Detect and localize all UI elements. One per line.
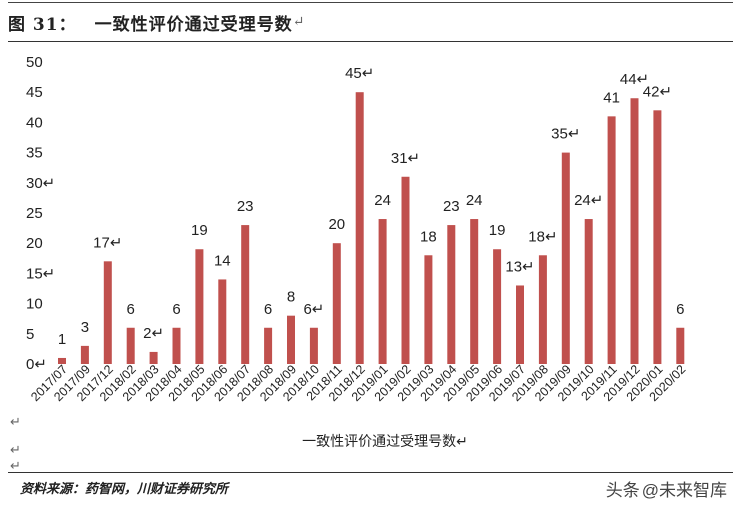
- stray-return-mark-3: ↵: [10, 458, 21, 473]
- title-divider: [8, 41, 733, 42]
- figure-label: 图 31：: [8, 14, 77, 35]
- data-label-201810: 31↵: [391, 150, 420, 167]
- bar-201708: [80, 345, 89, 364]
- bar-201808: [355, 92, 364, 364]
- source-divider: [8, 472, 733, 473]
- data-label-201910: 6: [676, 301, 684, 318]
- bar-201802: [218, 279, 227, 364]
- data-label-201905: 35↵: [551, 126, 580, 143]
- bar-201707: [58, 357, 66, 364]
- y-tick-label: 40: [26, 114, 43, 131]
- data-label-201807: 20: [328, 216, 345, 233]
- y-tick-label: 25: [26, 205, 43, 222]
- bar-201710: [126, 327, 135, 364]
- watermark: 头条 @未来智库: [606, 476, 727, 501]
- x-axis-labels: 2017/072017/092017/122018/022018/032018/…: [28, 362, 688, 404]
- data-label-201901: 24: [466, 192, 483, 209]
- y-tick-label: 35: [26, 145, 43, 162]
- return-mark: ↵: [292, 14, 306, 30]
- bar-201810: [401, 176, 410, 364]
- data-label-201801: 19: [191, 222, 208, 239]
- stray-return-mark-2: ↵: [10, 442, 21, 457]
- top-border: [8, 2, 733, 3]
- data-label-201907: 41: [603, 89, 620, 106]
- bar-201901: [470, 219, 479, 364]
- bar-201905: [561, 152, 570, 364]
- y-tick-label: 20: [26, 235, 43, 252]
- figure-title-bar: 图 31： 一致性评价通过受理号数 ↵: [8, 6, 733, 38]
- y-axis-labels: 0↵ 5 10 15↵ 20 25 30↵ 35 40 45 50: [26, 54, 55, 373]
- bar-201903: [516, 285, 524, 364]
- bar-201902: [493, 249, 502, 364]
- bar-201805: [287, 315, 295, 364]
- data-label-201812: 23: [443, 198, 460, 215]
- data-label-201902: 19: [489, 222, 506, 239]
- bar-201709: [103, 261, 112, 364]
- watermark-brand: 头条: [605, 481, 640, 500]
- data-label-201909: 42↵: [643, 83, 672, 100]
- data-label-201711: 2↵: [143, 325, 164, 342]
- bar-201804: [264, 327, 273, 364]
- bar-201712: [172, 327, 181, 364]
- data-label-201707: 1: [58, 331, 66, 348]
- bar-201908: [630, 98, 639, 365]
- data-label-201906: 24↵: [574, 192, 603, 209]
- data-label-201809: 24: [374, 192, 391, 209]
- y-tick-label: 0↵: [26, 356, 47, 373]
- source-note: 资料来源：药智网，川财证券研究所: [20, 482, 229, 497]
- data-label-201804: 6: [264, 301, 272, 318]
- data-label-201709: 17↵: [93, 234, 122, 251]
- bar-201906: [584, 219, 593, 364]
- bar-chart: 0↵ 5 10 15↵ 20 25 30↵ 35 40 45 50 13 17↵ 6 2↵ 6 19 14 23 6…: [26, 54, 688, 450]
- y-tick-label: 45: [26, 84, 43, 101]
- data-label-201802: 14: [214, 252, 231, 269]
- y-tick-label: 5: [26, 326, 34, 343]
- stray-return-mark-1: ↵: [10, 414, 21, 429]
- data-label-201710: 6: [127, 301, 135, 318]
- data-label-201808: 45↵: [345, 65, 374, 82]
- bar-201803: [241, 225, 250, 364]
- data-label-201811: 18: [420, 228, 437, 245]
- data-label-201806: 6↵: [303, 301, 324, 318]
- bar-201907: [607, 116, 616, 364]
- bar-201809: [378, 219, 387, 364]
- bars: [58, 92, 685, 365]
- bar-201909: [653, 110, 662, 364]
- bar-201801: [195, 249, 204, 364]
- data-label-201904: 18↵: [528, 228, 557, 245]
- y-tick-label: 15↵: [26, 265, 55, 282]
- bar-201806: [309, 327, 318, 364]
- y-tick-label: 50: [26, 54, 43, 71]
- bar-201807: [332, 243, 341, 364]
- bar-201812: [447, 225, 456, 364]
- data-label-201712: 6: [172, 301, 180, 318]
- data-label-201803: 23: [237, 198, 254, 215]
- y-tick-label: 30↵: [26, 175, 55, 192]
- data-label-201805: 8: [287, 289, 295, 306]
- data-label-201908: 44↵: [620, 71, 649, 88]
- bar-201711: [149, 351, 158, 364]
- watermark-handle: @未来智库: [641, 481, 727, 500]
- data-label-201708: 3: [81, 319, 89, 336]
- data-label-201903: 13↵: [505, 258, 534, 275]
- x-axis-title: 一致性评价通过受理号数↵: [302, 434, 468, 450]
- bar-201811: [424, 255, 433, 364]
- bar-201904: [538, 255, 547, 364]
- figure-title: 一致性评价通过受理号数: [94, 14, 293, 35]
- bar-201910: [676, 327, 685, 364]
- y-tick-label: 10: [26, 296, 43, 313]
